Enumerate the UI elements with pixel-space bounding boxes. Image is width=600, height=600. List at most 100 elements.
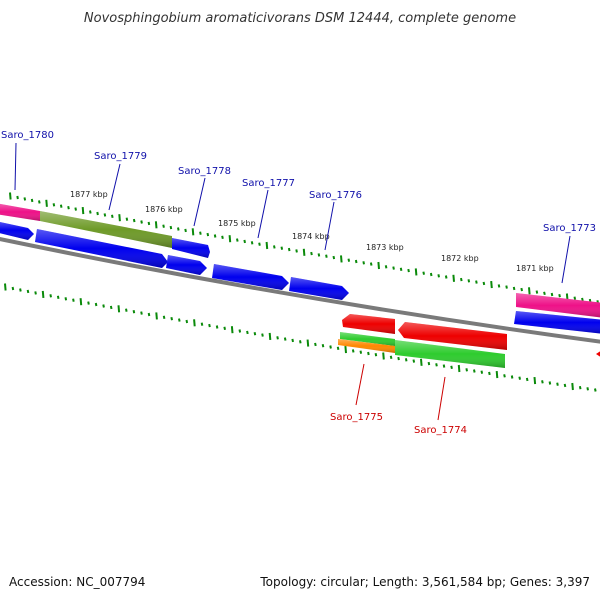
reverse-ruler-tick [19,288,22,292]
map-title: Novosphingobium aromaticivorans DSM 1244… [84,11,516,26]
reverse-ruler-tick [412,359,416,363]
forward-ruler-tick [512,286,516,291]
reverse-ruler-tick [291,338,294,343]
forward-ruler-tick [169,225,173,230]
forward-ruler-tick [67,206,70,210]
reverse-ruler-tick [495,371,499,379]
reverse-ruler-tick [79,298,83,306]
forward-ruler-tick [265,241,269,250]
forward-ruler-tick [199,231,202,235]
kbp-label-1873: 1873 kbp [366,243,404,252]
reverse-ruler-tick [253,332,257,336]
forward-gene-features [0,203,600,334]
reverse-ruler-tick [374,353,378,357]
forward-ruler-tick [30,198,34,203]
reverse-ruler-tick [125,308,128,312]
reverse-ruler-tick [306,339,310,347]
reverse-ruler-tick [420,358,423,366]
reverse-ruler-tick [246,330,249,335]
reverse-ruler-tick [533,377,537,385]
reverse-ruler-tick [230,326,234,334]
reverse-ruler-tick [132,310,136,314]
forward-ruler-tick [258,242,261,246]
forward-ruler-tick [528,287,531,295]
forward-ruler-tick [23,197,27,201]
gene-label-saro1778[interactable]: Saro_1778 [178,166,231,177]
genome-backbone [0,237,600,344]
gene-feature-red-edge[interactable] [596,348,600,360]
forward-ruler-tick [317,253,321,257]
gene-label-saro1780[interactable]: Saro_1780 [1,130,54,141]
forward-ruler-tick [111,214,114,218]
reverse-ruler-tick [185,319,189,324]
forward-ruler-tick [125,217,129,221]
reverse-ruler-tick [450,365,453,369]
reverse-ruler-tick [457,364,461,373]
reverse-ruler-tick [41,290,45,298]
reverse-ruler-tick [563,383,567,388]
gene-label-saro1774[interactable]: Saro_1774 [414,425,467,436]
forward-ruler-tick [407,268,410,273]
reverse-ruler-tick [178,318,181,322]
reverse-ruler-tick [238,329,242,333]
reverse-ruler-tick [586,387,589,391]
gene-label-saro1776[interactable]: Saro_1776 [309,190,362,201]
reverse-ruler-tick [329,345,332,349]
reverse-ruler-tick [223,326,226,330]
forward-ruler-tick [147,221,151,226]
reverse-ruler-tick [435,363,438,367]
gene-label-saro1773[interactable]: Saro_1773 [543,223,596,234]
reverse-ruler-tick [147,312,151,317]
reverse-ruler-tick [525,377,529,382]
reverse-ruler-tick [200,322,204,326]
forward-ruler-tick [369,262,373,266]
reverse-gene-features [338,314,600,368]
gene-label-saro1775[interactable]: Saro_1775 [330,412,383,423]
forward-ruler-tick [213,234,217,238]
reverse-ruler-tick [503,374,506,378]
kbp-label-1875: 1875 kbp [218,219,256,228]
reverse-ruler-tick [571,382,574,391]
reverse-ruler-tick [556,382,559,386]
kbp-label-1871: 1871 kbp [516,264,554,273]
forward-ruler-tick [103,213,107,217]
forward-ruler-tick [273,245,276,249]
reverse-ruler-tick [351,349,355,353]
forward-tick-ruler [9,192,599,304]
forward-ruler-tick [132,218,136,223]
forward-ruler-tick [332,255,336,260]
forward-ruler-tick [177,227,180,231]
reverse-ruler-tick [72,298,75,302]
forward-ruler-tick [38,200,41,204]
reverse-ruler-tick [170,317,173,321]
gene-label-saro1777[interactable]: Saro_1777 [242,178,295,189]
forward-ruler-tick [437,274,440,278]
reverse-ruler-tick [56,295,60,299]
gene-label-saro1779[interactable]: Saro_1779 [94,151,147,162]
reverse-ruler-tick [64,297,68,301]
kbp-label-1877: 1877 kbp [70,190,108,199]
forward-ruler-tick [96,211,99,216]
forward-ruler-tick [118,214,121,222]
forward-ruler-tick [295,249,298,253]
forward-ruler-tick [280,246,284,250]
kbp-label-1874: 1874 kbp [292,232,330,241]
reverse-ruler-tick [102,304,105,308]
forward-ruler-tick [444,275,448,279]
forward-ruler-tick [573,296,577,300]
forward-ruler-tick [347,258,351,262]
kbp-scale-labels: 1877 kbp 1876 kbp 1875 kbp 1874 kbp 1873… [70,190,554,273]
forward-ruler-tick [206,232,210,237]
reverse-ruler-tick [578,386,582,390]
genome-summary-text: Topology: circular; Length: 3,561,584 bp… [259,575,590,589]
forward-ruler-tick [9,192,12,200]
reverse-ruler-tick [193,319,196,327]
reverse-ruler-tick [109,305,113,310]
forward-ruler-tick [362,261,365,265]
reverse-ruler-tick [473,369,476,373]
forward-ruler-tick [59,204,63,208]
reverse-ruler-tick [510,375,514,379]
forward-ruler-tick [377,261,380,270]
forward-ruler-tick [581,297,584,302]
